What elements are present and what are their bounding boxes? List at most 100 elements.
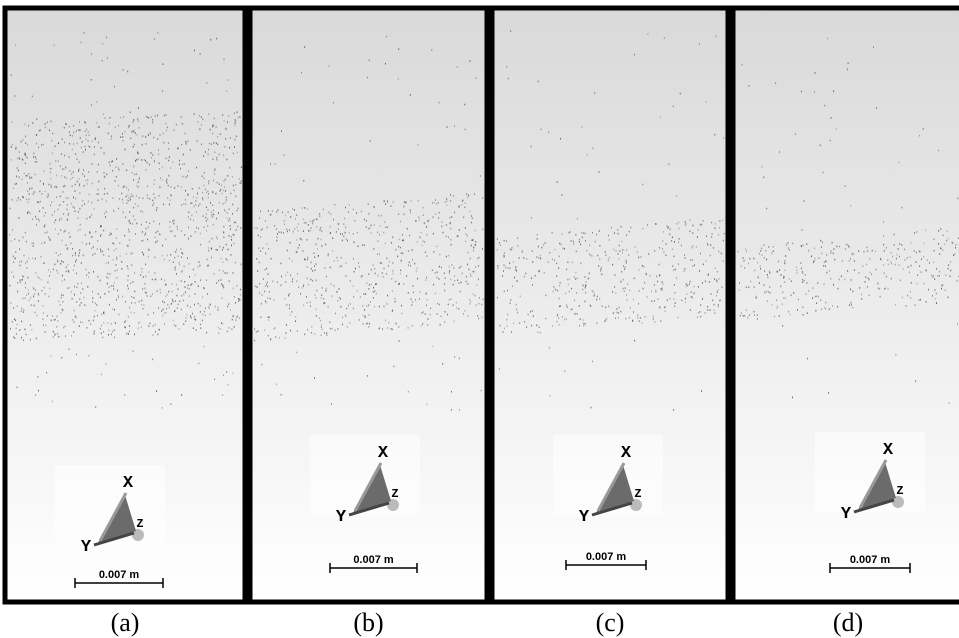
point	[464, 310, 465, 312]
point	[200, 244, 201, 246]
point	[152, 119, 153, 121]
point	[181, 394, 182, 396]
point	[349, 232, 350, 234]
point	[279, 231, 280, 233]
point	[796, 266, 797, 268]
point	[48, 195, 49, 197]
point	[34, 191, 35, 193]
point	[208, 265, 209, 267]
point	[54, 44, 55, 46]
point	[147, 239, 148, 241]
point	[754, 286, 755, 288]
point	[138, 120, 139, 122]
point	[800, 262, 801, 264]
point	[639, 269, 640, 271]
point	[851, 279, 852, 281]
point	[222, 249, 223, 251]
point	[802, 279, 803, 281]
point	[449, 272, 450, 274]
point	[308, 230, 309, 232]
point	[88, 276, 89, 278]
point	[883, 235, 884, 237]
point	[62, 275, 63, 277]
point	[27, 157, 28, 159]
point	[138, 327, 139, 329]
panel: XYZ0.007 m(c)	[492, 8, 728, 637]
point	[643, 288, 644, 290]
point	[69, 349, 70, 351]
point	[21, 141, 22, 143]
point	[137, 118, 138, 120]
point	[94, 332, 95, 334]
point	[531, 217, 532, 219]
point	[206, 207, 207, 209]
point	[805, 274, 806, 276]
point	[17, 282, 18, 284]
point	[839, 279, 840, 281]
point	[144, 159, 145, 161]
point	[260, 237, 261, 239]
point	[187, 257, 188, 259]
point	[384, 268, 385, 270]
point	[373, 248, 374, 250]
point	[261, 303, 262, 305]
point	[128, 275, 129, 277]
point	[691, 296, 692, 298]
point	[110, 273, 111, 275]
point	[75, 261, 76, 263]
point	[89, 134, 90, 136]
point	[186, 317, 187, 319]
point	[98, 189, 99, 191]
point	[35, 156, 36, 158]
point	[73, 331, 74, 333]
point	[172, 161, 173, 163]
point	[678, 228, 679, 230]
point	[126, 187, 127, 189]
point	[760, 250, 761, 252]
point	[654, 321, 655, 323]
point	[592, 148, 593, 150]
point	[128, 288, 129, 290]
point	[582, 237, 583, 239]
point	[73, 125, 74, 127]
point	[698, 312, 699, 314]
point	[54, 319, 55, 321]
point	[230, 228, 231, 230]
point	[171, 231, 172, 233]
point	[259, 283, 260, 285]
point	[230, 193, 231, 195]
point	[12, 144, 13, 146]
point	[35, 161, 36, 163]
point	[220, 133, 221, 135]
point	[819, 257, 820, 259]
point	[747, 317, 748, 319]
point	[193, 196, 194, 198]
point	[814, 260, 815, 262]
point	[690, 219, 691, 221]
point	[142, 198, 143, 200]
point	[195, 293, 196, 295]
point	[256, 331, 257, 333]
point	[101, 325, 102, 327]
point	[218, 327, 219, 329]
panel: XYZ0.007 m(d)	[733, 8, 959, 637]
point	[206, 192, 207, 194]
point	[61, 312, 62, 314]
point	[170, 403, 171, 405]
point	[503, 331, 504, 333]
point	[653, 318, 654, 320]
point	[419, 298, 420, 300]
point	[362, 244, 363, 246]
point	[166, 114, 167, 116]
point	[862, 265, 863, 267]
point	[512, 247, 513, 249]
point	[30, 339, 31, 341]
point	[337, 291, 338, 293]
point	[450, 279, 451, 281]
point	[233, 153, 234, 155]
point	[823, 172, 824, 174]
point	[50, 271, 51, 273]
point	[616, 308, 617, 310]
point	[554, 249, 555, 251]
point	[379, 306, 380, 308]
